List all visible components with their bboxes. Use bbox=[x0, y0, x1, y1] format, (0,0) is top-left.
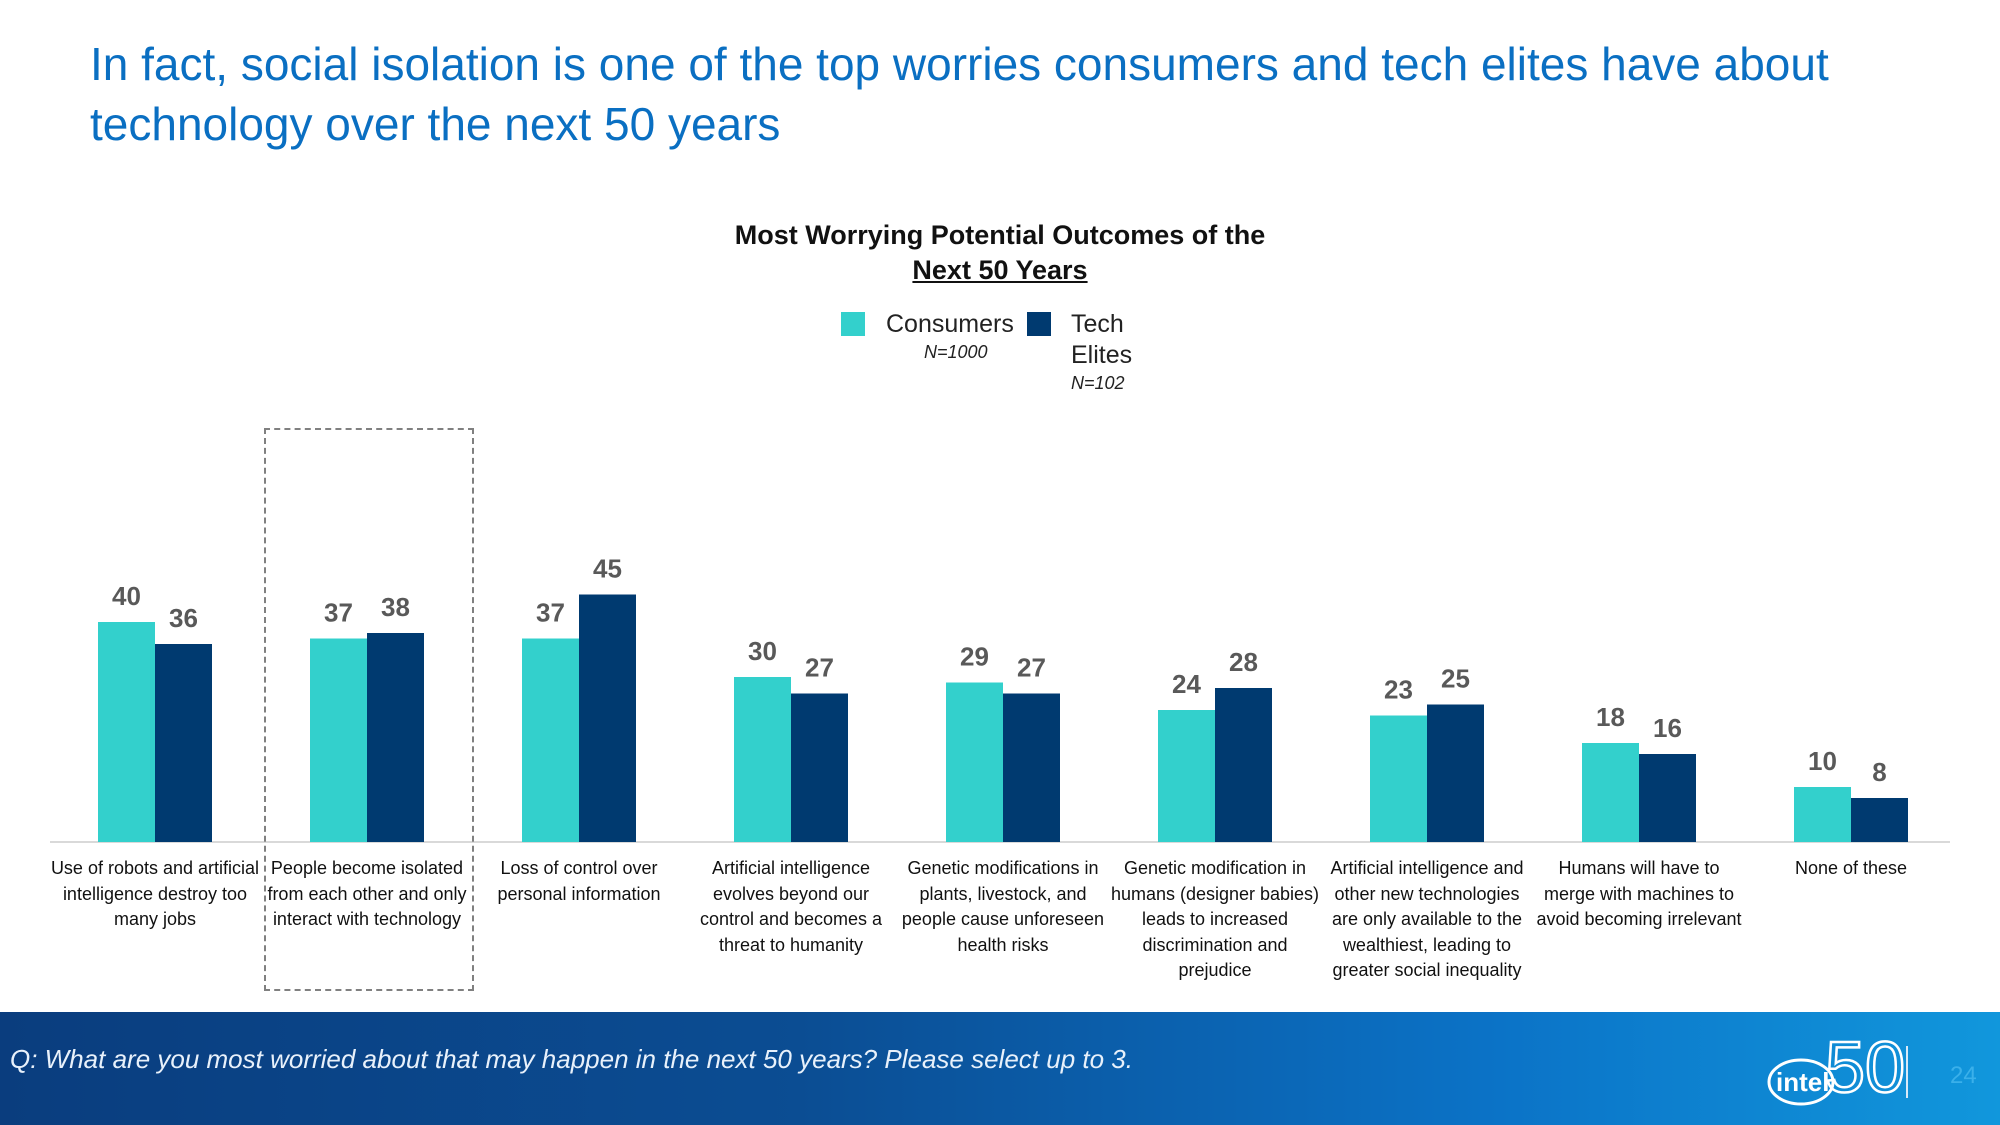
value-label-consumers-2: 37 bbox=[324, 598, 353, 628]
bar-tech-elites-2 bbox=[367, 633, 424, 842]
value-label-consumers-7: 23 bbox=[1384, 675, 1413, 705]
value-label-tech-elites-4: 27 bbox=[805, 653, 834, 683]
bar-consumers-9 bbox=[1794, 787, 1851, 842]
logo-number: 50 bbox=[1825, 1032, 1905, 1108]
value-label-tech-elites-7: 25 bbox=[1441, 664, 1470, 694]
bar-consumers-6 bbox=[1158, 710, 1215, 842]
bar-chart: 40 36 37 38 37 45 30 27 29 27 24 28 23 25 18 16 10 8 bbox=[50, 554, 1950, 843]
value-label-consumers-5: 29 bbox=[960, 642, 989, 672]
intel-50-logo-icon: intel 50 bbox=[1767, 1027, 1906, 1109]
category-label-1: Use of robots and artificial intelligenc… bbox=[50, 858, 260, 929]
value-label-consumers-1: 40 bbox=[112, 581, 141, 611]
legend-elites-n: N=102 bbox=[1071, 373, 1125, 393]
value-label-tech-elites-8: 16 bbox=[1653, 713, 1682, 743]
bar-tech-elites-8 bbox=[1639, 754, 1696, 842]
category-label-3: Loss of control over personal informatio… bbox=[497, 858, 661, 904]
bar-tech-elites-6 bbox=[1215, 688, 1272, 842]
footer-divider bbox=[1906, 1046, 1908, 1098]
logo-text: intel bbox=[1776, 1067, 1829, 1097]
bar-consumers-2 bbox=[310, 638, 367, 842]
legend-consumers-n: N=1000 bbox=[924, 342, 988, 362]
category-label-6: Genetic modification in humans (designer… bbox=[1110, 858, 1320, 980]
value-label-tech-elites-2: 38 bbox=[381, 592, 410, 622]
bar-tech-elites-4 bbox=[791, 693, 848, 842]
highlight-box bbox=[264, 428, 474, 991]
category-label-7: Artificial intelligence and other new te… bbox=[1330, 858, 1524, 980]
slide-title: In fact, social isolation is one of the … bbox=[90, 38, 1829, 150]
survey-question: Q: What are you most worried about that … bbox=[10, 1044, 1133, 1074]
bar-consumers-1 bbox=[98, 622, 155, 842]
bar-consumers-3 bbox=[522, 638, 579, 842]
value-label-consumers-3: 37 bbox=[536, 598, 565, 628]
category-label-2: People become isolated from each other a… bbox=[267, 858, 467, 929]
value-label-tech-elites-6: 28 bbox=[1229, 647, 1258, 677]
bar-tech-elites-7 bbox=[1427, 704, 1484, 842]
intel-50-logo: intel 50 bbox=[1755, 1027, 1906, 1120]
value-label-tech-elites-5: 27 bbox=[1017, 653, 1046, 683]
bar-consumers-4 bbox=[734, 677, 791, 842]
footer-bar: Q: What are you most worried about that … bbox=[0, 1012, 2000, 1125]
legend-consumers-label: Consumers bbox=[886, 310, 1014, 338]
bar-consumers-7 bbox=[1370, 715, 1427, 842]
bar-tech-elites-5 bbox=[1003, 693, 1060, 842]
bar-consumers-5 bbox=[946, 682, 1003, 842]
chart-title: Most Worrying Potential Outcomes of the … bbox=[600, 218, 1400, 288]
page-number: 24 bbox=[1950, 1062, 1977, 1089]
legend-elites-label-1: Tech bbox=[1071, 310, 1124, 338]
chart-title-line1: Most Worrying Potential Outcomes of the bbox=[734, 220, 1266, 250]
bar-tech-elites-1 bbox=[155, 644, 212, 842]
value-label-consumers-6: 24 bbox=[1172, 669, 1201, 699]
value-label-tech-elites-1: 36 bbox=[169, 603, 198, 633]
legend-elites-label-2: Elites bbox=[1071, 341, 1133, 369]
value-label-consumers-8: 18 bbox=[1596, 702, 1625, 732]
value-label-tech-elites-3: 45 bbox=[593, 554, 622, 584]
category-label-9: None of these bbox=[1794, 858, 1908, 878]
value-label-consumers-4: 30 bbox=[748, 636, 777, 666]
bar-tech-elites-9 bbox=[1851, 798, 1908, 842]
bar-consumers-8 bbox=[1582, 743, 1639, 842]
legend-swatch-tech-elites bbox=[1027, 312, 1051, 336]
category-label-8: Humans will have to merge with machines … bbox=[1536, 858, 1742, 929]
bar-tech-elites-3 bbox=[579, 594, 636, 842]
legend-swatch-consumers bbox=[841, 312, 865, 336]
value-label-consumers-9: 10 bbox=[1808, 746, 1837, 776]
category-label-5: Genetic modifications in plants, livesto… bbox=[901, 858, 1105, 955]
value-label-tech-elites-9: 8 bbox=[1872, 757, 1886, 787]
chart-title-line2: Next 50 Years bbox=[912, 255, 1088, 285]
category-label-4: Artificial intelligence evolves beyond o… bbox=[699, 858, 883, 955]
legend-tech-elites: Tech Elites N=102 bbox=[1071, 309, 1132, 395]
legend-consumers: Consumers N=1000 bbox=[886, 309, 1014, 364]
